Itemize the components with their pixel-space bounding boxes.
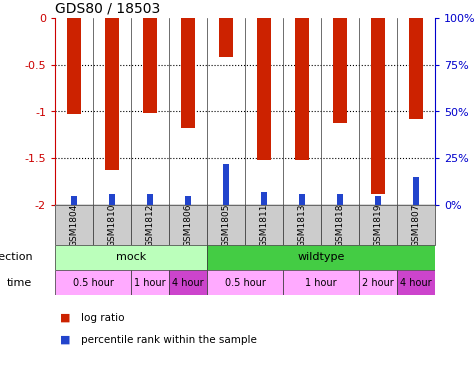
Bar [71,196,77,205]
Bar [169,205,207,245]
Text: GSM1807: GSM1807 [411,203,420,247]
Bar [169,270,207,295]
Bar [359,205,397,245]
Bar [55,205,93,245]
Bar [55,270,131,295]
Bar [55,245,207,270]
Bar [397,205,435,245]
Text: GSM1818: GSM1818 [335,203,344,247]
Text: 4 hour: 4 hour [400,277,432,288]
Bar [109,194,115,205]
Bar [105,18,119,171]
Bar [375,196,381,205]
Text: GSM1812: GSM1812 [145,203,154,247]
Text: GSM1805: GSM1805 [221,203,230,247]
Text: 0.5 hour: 0.5 hour [225,277,266,288]
Bar [283,205,321,245]
Bar [93,205,131,245]
Text: 4 hour: 4 hour [172,277,204,288]
Bar [283,270,359,295]
Bar [147,194,153,205]
Text: GSM1804: GSM1804 [69,203,78,247]
Bar [185,196,191,205]
Text: percentile rank within the sample: percentile rank within the sample [81,335,257,345]
Bar [143,18,157,113]
Text: GSM1813: GSM1813 [297,203,306,247]
Bar [261,192,267,205]
Bar [245,205,283,245]
Bar [359,270,397,295]
Bar [207,270,283,295]
Bar [337,194,343,205]
Bar [207,205,245,245]
Bar [333,18,347,123]
Text: infection: infection [0,253,32,262]
Text: ■: ■ [60,335,70,345]
Bar [321,205,359,245]
Text: GSM1819: GSM1819 [373,203,382,247]
Bar [181,18,195,128]
Bar [131,205,169,245]
Text: wildtype: wildtype [297,253,345,262]
Text: GSM1806: GSM1806 [183,203,192,247]
Text: GDS80 / 18503: GDS80 / 18503 [55,1,160,15]
Text: ■: ■ [60,313,70,323]
Text: 1 hour: 1 hour [305,277,337,288]
Bar [67,18,81,114]
Bar [257,18,271,160]
Text: log ratio: log ratio [81,313,124,323]
Text: GSM1810: GSM1810 [107,203,116,247]
Bar [299,194,305,205]
Bar [397,270,435,295]
Text: GSM1811: GSM1811 [259,203,268,247]
Bar [207,245,435,270]
Text: 0.5 hour: 0.5 hour [73,277,114,288]
Text: 1 hour: 1 hour [134,277,166,288]
Bar [371,18,385,194]
Bar [413,177,419,205]
Text: time: time [7,277,32,288]
Text: 2 hour: 2 hour [362,277,394,288]
Bar [131,270,169,295]
Bar [219,18,233,57]
Text: mock: mock [116,253,146,262]
Bar [295,18,309,160]
Bar [223,164,229,205]
Bar [409,18,423,119]
